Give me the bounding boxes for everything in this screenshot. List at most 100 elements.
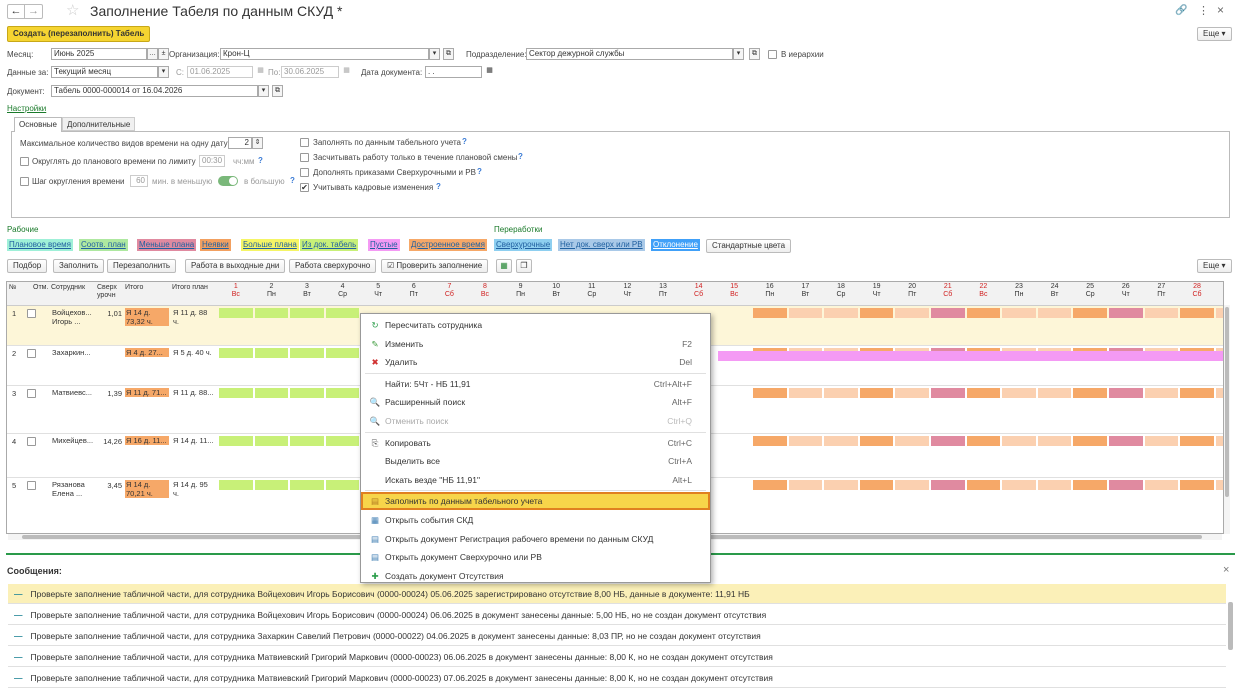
day-cell[interactable] <box>254 308 289 318</box>
to-date-input[interactable]: 30.06.2025 <box>281 66 339 78</box>
day-cell[interactable] <box>1109 480 1143 490</box>
row-mark-checkbox[interactable] <box>27 481 36 490</box>
day-cell[interactable] <box>824 388 858 398</box>
day-cell[interactable] <box>788 480 823 490</box>
day-cell[interactable] <box>1002 436 1036 446</box>
day-cell[interactable] <box>1180 388 1214 398</box>
dept-input[interactable]: Сектор дежурной службы <box>526 48 733 60</box>
day-cell[interactable] <box>788 308 823 318</box>
messages-close-icon[interactable]: × <box>1223 564 1230 576</box>
opt4-checkbox[interactable]: ✔ <box>300 183 309 192</box>
day-cell[interactable] <box>1144 436 1179 446</box>
day-cell[interactable] <box>1002 388 1036 398</box>
day-cell[interactable] <box>290 436 324 446</box>
day-cell[interactable] <box>966 388 1001 398</box>
legend-item-3[interactable]: Неявки <box>200 239 231 251</box>
menu-item-10[interactable]: ▦ Открыть события СКД <box>361 511 710 529</box>
day-cell[interactable] <box>859 308 894 318</box>
day-cell[interactable] <box>1215 436 1223 446</box>
row-mark-checkbox[interactable] <box>27 389 36 398</box>
day-cell[interactable] <box>859 388 894 398</box>
dept-dropdown-button[interactable]: ▾ <box>733 48 744 60</box>
legend-item-0[interactable]: Плановое время <box>7 239 73 251</box>
message-item[interactable]: — Проверьте заполнение табличной части, д… <box>8 626 1226 646</box>
day-cell[interactable] <box>290 480 324 490</box>
round-plan-checkbox[interactable] <box>20 157 29 166</box>
settings-link[interactable]: Настройки <box>7 104 47 113</box>
close-window-icon[interactable]: × <box>1217 3 1225 17</box>
opt1-help-icon[interactable]: ? <box>462 137 467 146</box>
day-cell[interactable] <box>859 436 894 446</box>
day-cell[interactable] <box>1109 388 1143 398</box>
favorite-star-icon[interactable]: ☆ <box>66 2 80 19</box>
more-button-table[interactable]: Еще ▾ <box>1197 259 1232 273</box>
round-plan-help-icon[interactable]: ? <box>258 156 263 165</box>
check-fill-button[interactable]: ☑ Проверить заполнение <box>381 259 489 273</box>
window-icon-button[interactable]: ❐ <box>516 259 532 273</box>
day-cell[interactable] <box>1109 436 1143 446</box>
data-for-dropdown-button[interactable]: ▾ <box>158 66 169 78</box>
max-types-stepper[interactable]: ⇕ <box>252 137 263 149</box>
org-input[interactable]: Крон-Ц <box>220 48 429 60</box>
day-cell[interactable] <box>219 388 253 398</box>
document-open-button[interactable]: ⧉ <box>272 85 283 97</box>
day-cell[interactable] <box>1215 308 1223 318</box>
month-menu-button[interactable]: … <box>147 48 158 60</box>
day-cell[interactable] <box>254 348 289 358</box>
day-cell[interactable] <box>788 388 823 398</box>
more-button-top[interactable]: Еще ▾ <box>1197 27 1232 41</box>
step-help-icon[interactable]: ? <box>290 176 295 185</box>
day-cell[interactable] <box>753 480 787 490</box>
day-cell[interactable] <box>895 308 929 318</box>
day-cell[interactable] <box>859 480 894 490</box>
message-item[interactable]: — Проверьте заполнение табличной части, д… <box>8 668 1226 688</box>
menu-item-12[interactable]: ▤ Открыть документ Сверхурочно или РВ <box>361 548 710 566</box>
max-types-input[interactable]: 2 <box>228 137 252 149</box>
org-dropdown-button[interactable]: ▾ <box>429 48 440 60</box>
legend-item-4[interactable]: Больше плана <box>241 239 299 251</box>
menu-item-8[interactable]: Искать везде "НБ 11,91" Alt+L <box>361 471 710 489</box>
day-cell[interactable] <box>1002 308 1036 318</box>
export-icon-button[interactable]: ▦ <box>496 259 512 273</box>
day-cell[interactable] <box>219 348 253 358</box>
day-cell[interactable] <box>254 480 289 490</box>
menu-item-4[interactable]: 🔍 Расширенный поиск Alt+F <box>361 393 710 411</box>
day-cell[interactable] <box>325 480 360 490</box>
day-cell[interactable] <box>753 308 787 318</box>
menu-item-5[interactable]: 🔍 Отменить поиск Ctrl+Q <box>361 412 710 430</box>
day-cell[interactable] <box>966 480 1001 490</box>
day-cell[interactable] <box>325 348 360 358</box>
step-direction-toggle[interactable] <box>218 176 238 186</box>
menu-item-1[interactable]: ✎ Изменить F2 <box>361 335 710 353</box>
menu-item-6[interactable]: ⎘ Копировать Ctrl+C <box>361 434 710 452</box>
day-cell[interactable] <box>1144 480 1179 490</box>
kebab-menu-icon[interactable]: ⋮ <box>1198 5 1209 17</box>
org-open-button[interactable]: ⧉ <box>443 48 454 60</box>
menu-item-0[interactable]: ↻ Пересчитать сотрудника <box>361 316 710 334</box>
legend-item-8[interactable]: Сверхурочные <box>494 239 553 251</box>
day-cell[interactable] <box>1180 308 1214 318</box>
fill-button[interactable]: Заполнить <box>53 259 105 273</box>
legend-item-1[interactable]: Соотв. план <box>79 239 128 251</box>
nav-forward-button[interactable]: → <box>25 4 43 19</box>
day-cell[interactable] <box>931 308 965 318</box>
opt3-checkbox[interactable] <box>300 168 309 177</box>
day-cell[interactable] <box>1037 436 1072 446</box>
menu-item-13[interactable]: ✚ Создать документ Отсутствия <box>361 567 710 585</box>
opt2-checkbox[interactable] <box>300 153 309 162</box>
day-cell[interactable] <box>325 388 360 398</box>
step-checkbox[interactable] <box>20 177 29 186</box>
pick-button[interactable]: Подбор <box>7 259 48 273</box>
document-input[interactable]: Табель 0000-000014 от 16.04.2026 <box>51 85 258 97</box>
data-for-select[interactable]: Текущий месяц <box>51 66 158 78</box>
legend-item-10[interactable]: Отклонение <box>651 239 700 251</box>
day-cell[interactable] <box>824 436 858 446</box>
round-plan-input[interactable]: 00:30 <box>199 155 225 167</box>
legend-item-5[interactable]: Из док. табель <box>300 239 359 251</box>
menu-item-2[interactable]: ✖ Удалить Del <box>361 353 710 371</box>
row-mark-checkbox[interactable] <box>27 349 36 358</box>
day-cell[interactable] <box>1109 308 1143 318</box>
doc-date-calendar-icon[interactable]: ▦ <box>486 67 493 74</box>
month-input[interactable]: Июнь 2025 <box>51 48 147 60</box>
day-cell[interactable] <box>1037 480 1072 490</box>
